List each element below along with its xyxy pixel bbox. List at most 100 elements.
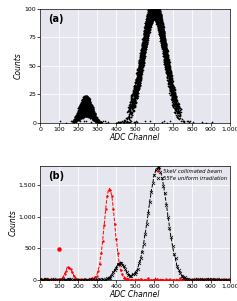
Point [151,7,155,11]
Point [150,7,154,11]
Point [174,97,178,102]
5keV collimated beam [204,278,208,282]
Point [154,7,158,11]
Point [136,80,140,85]
Point [157,7,161,11]
Point [81,103,85,108]
Point [146,19,150,24]
Point [78,109,82,114]
Point [152,7,156,11]
Point [91,111,94,116]
5keV collimated beam [152,278,156,282]
Point [151,7,155,11]
Point [171,102,175,107]
Point [136,79,140,83]
Point [81,106,85,111]
Point [135,89,139,94]
Point [158,26,162,31]
Point [164,47,168,52]
Point [141,57,145,61]
Point [157,13,160,18]
Point [149,7,153,11]
Point [164,61,168,65]
Point [161,50,165,55]
Point [82,98,86,102]
Point [173,95,176,100]
Point [140,47,144,52]
Point [80,112,83,116]
Point [122,119,125,124]
Point [150,7,154,11]
Point [84,106,88,111]
Point [148,11,152,16]
Point [139,57,142,62]
Point [164,47,168,51]
Point [166,57,169,62]
Point [96,115,99,120]
Point [161,40,165,45]
Point [84,113,88,117]
Point [90,114,94,119]
Point [151,16,155,21]
Point [150,14,154,18]
Point [172,93,176,98]
Point [148,20,151,25]
Point [136,77,140,82]
Point [148,9,152,14]
Point [142,42,146,47]
Point [163,38,166,43]
Point [80,99,84,104]
Point [161,35,165,40]
Point [132,95,136,99]
Point [83,105,87,110]
Point [129,111,132,116]
Point [149,22,153,26]
Point [163,38,167,42]
Point [91,118,95,123]
Point [153,7,157,11]
Point [173,111,177,116]
Point [72,119,75,123]
Point [145,14,149,18]
Point [72,120,75,125]
Point [80,111,84,116]
Point [132,100,136,105]
Point [163,39,166,44]
Point [142,39,146,43]
Point [138,69,141,74]
Point [155,14,159,19]
Point [84,96,88,101]
Point [78,119,82,124]
Point [153,7,157,11]
Point [138,61,142,66]
Point [79,106,82,111]
Point [150,14,154,19]
Point [166,62,170,67]
Point [157,22,161,26]
Point [76,110,79,115]
Point [154,10,158,14]
Point [146,11,150,16]
Point [177,109,180,114]
Point [151,7,155,11]
Point [137,69,141,74]
Point [144,22,148,27]
Point [82,108,86,113]
Point [167,71,171,76]
Point [78,108,82,113]
Point [161,41,165,46]
Point [72,119,76,124]
Point [89,102,92,107]
Point [169,76,173,81]
55Fe uniform irradiation [154,168,158,173]
Point [176,103,180,108]
Point [73,114,77,119]
Point [161,42,165,47]
Point [88,110,92,114]
Point [93,118,97,123]
Point [148,17,152,21]
Point [104,118,107,123]
Point [84,100,88,104]
Point [93,116,97,120]
Point [162,30,166,35]
